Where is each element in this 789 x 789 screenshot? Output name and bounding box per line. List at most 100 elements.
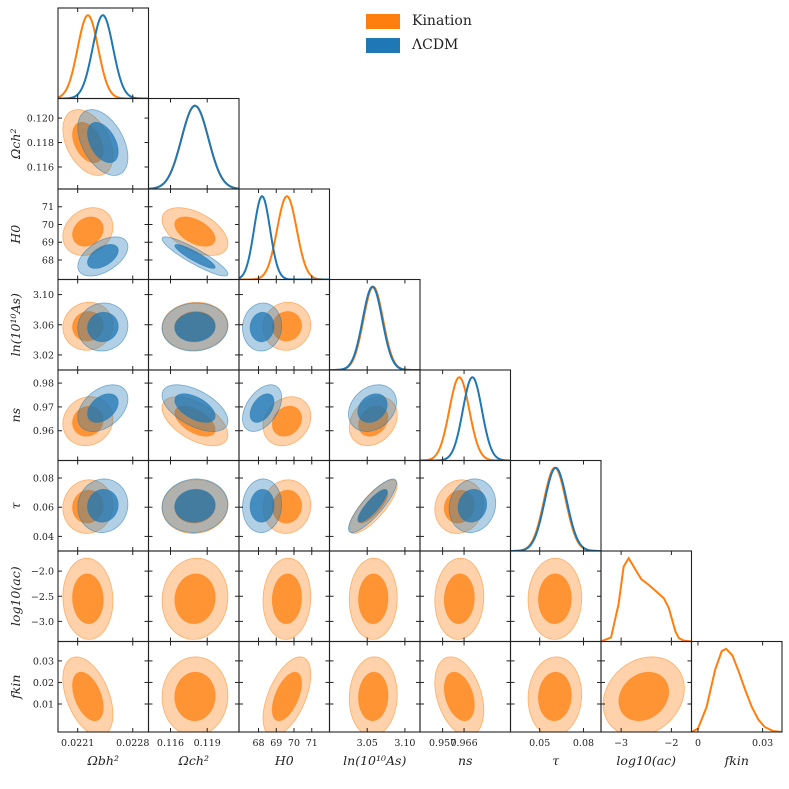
contour-68-kination: [618, 671, 670, 722]
panel-tau-vs-H0: [242, 478, 312, 534]
contour-68-cdm: [249, 488, 275, 523]
panel-lnAs-vs-H0: [242, 301, 312, 352]
contour-68-cdm: [357, 393, 388, 423]
panel-lnAs-vs-omegab: [62, 301, 129, 352]
x-tick-label: 0.957: [429, 738, 456, 749]
x-tick-label: 0: [695, 738, 701, 749]
y-tick-label: 3.06: [33, 320, 54, 331]
contour-68-cdm: [357, 488, 388, 523]
panel-frame: [690, 640, 783, 733]
panel-H0-vs-omegac: [161, 207, 229, 277]
contour-68-cdm: [174, 244, 216, 269]
marginal-H0: [239, 195, 330, 280]
panel-H0-vs-omegab: [62, 207, 129, 277]
legend-swatch-lcdm: [366, 37, 400, 53]
legend-label-lcdm: ΛCDM: [412, 37, 459, 53]
panel-ns-vs-omegac: [161, 384, 229, 447]
panel-fkin-vs-tau: [527, 656, 583, 732]
contour-68-cdm: [87, 393, 119, 423]
panel-logac-vs-lnAs: [348, 557, 398, 640]
y-axis-label: τ: [8, 501, 23, 509]
x-axis-label: ln(10¹⁰As): [343, 753, 406, 768]
contour-68-cdm: [249, 311, 275, 343]
contour-68-kination: [174, 216, 216, 247]
contour-68-cdm: [87, 121, 119, 164]
y-axis-label: fkin: [8, 675, 23, 700]
contour-68-kination: [174, 671, 216, 722]
contour-68-kination: [443, 573, 475, 625]
y-tick-label: 0.06: [33, 503, 54, 514]
marginal-fkin: [691, 647, 782, 732]
legend-entry-lcdm: ΛCDM: [366, 34, 472, 56]
panel-tau-vs-ns: [434, 478, 497, 534]
y-tick-label: −2.0: [31, 567, 54, 578]
y-tick-label: 0.04: [33, 532, 54, 543]
panel-ns-vs-H0: [242, 384, 312, 447]
y-tick-label: 0.96: [33, 426, 54, 437]
legend: Kination ΛCDM: [366, 10, 472, 58]
legend-label-kination: Kination: [412, 13, 472, 29]
y-axis-label: ns: [8, 408, 23, 422]
x-tick-label: 3.05: [357, 738, 378, 749]
marginal-curve-kination: [420, 376, 511, 461]
contour-68-cdm: [174, 311, 216, 343]
x-tick-label: 0.03: [752, 738, 773, 749]
y-tick-label: −2.5: [31, 592, 54, 603]
marginal-curve-kination: [691, 647, 782, 732]
panel-logac-vs-omegac: [161, 557, 229, 640]
marginal-lnAs: [329, 285, 420, 370]
y-tick-label: 0.02: [33, 678, 54, 689]
x-axis-label: τ: [552, 753, 560, 768]
contour-68-kination: [358, 573, 389, 625]
panel-frame: [509, 459, 602, 552]
marginal-curve-kination: [601, 556, 692, 642]
panel-tau-vs-omegab: [62, 478, 129, 534]
panel-fkin-vs-ns: [434, 656, 485, 732]
marginal-tau: [510, 466, 601, 551]
marginal-curve-cdm: [510, 466, 601, 551]
y-tick-label: 3.10: [33, 290, 54, 301]
panel-tau-vs-lnAs: [348, 478, 398, 534]
contour-68-kination: [72, 573, 104, 625]
legend-swatch-kination: [366, 13, 400, 29]
y-tick-label: 0.98: [33, 379, 54, 390]
y-tick-label: 69: [42, 238, 54, 249]
marginal-curve-kination: [329, 285, 420, 370]
y-tick-label: 0.120: [27, 114, 54, 125]
contour-68-cdm: [249, 393, 275, 423]
y-tick-label: 71: [42, 202, 54, 213]
panel-logac-vs-ns: [434, 557, 485, 640]
marginal-omegab: [58, 14, 149, 99]
contour-68-kination: [174, 573, 216, 625]
y-axis-label: H0: [8, 225, 23, 245]
panel-frame: [600, 550, 693, 643]
y-tick-label: 0.97: [33, 402, 54, 413]
x-tick-label: −2: [664, 738, 678, 749]
x-tick-label: −3: [614, 738, 628, 749]
panel-frame: [419, 369, 512, 462]
x-axis-label: H0: [274, 753, 294, 768]
panel-frame: [147, 97, 240, 190]
y-tick-label: 0.118: [27, 138, 54, 149]
contour-68-cdm: [87, 311, 119, 343]
marginal-curve-kination: [148, 104, 239, 189]
marginal-logac: [601, 556, 692, 642]
x-tick-label: 69: [270, 738, 282, 749]
x-axis-label: fkin: [724, 753, 749, 768]
x-tick-label: 0.966: [450, 738, 477, 749]
y-tick-label: 68: [42, 255, 54, 266]
panel-frame: [57, 7, 150, 100]
contour-68-kination: [72, 671, 104, 722]
x-tick-label: 3.10: [394, 738, 415, 749]
marginal-omegac: [148, 104, 239, 189]
x-axis-label: ns: [458, 753, 472, 768]
panel-fkin-vs-logac: [602, 656, 685, 732]
x-tick-label: 0.0221: [61, 738, 94, 749]
y-tick-label: 0.116: [27, 162, 54, 173]
x-tick-label: 68: [252, 738, 264, 749]
panel-logac-vs-H0: [262, 557, 312, 640]
contour-68-cdm: [87, 244, 119, 269]
panel-frame: [328, 278, 421, 371]
y-tick-label: −3.0: [31, 617, 54, 628]
